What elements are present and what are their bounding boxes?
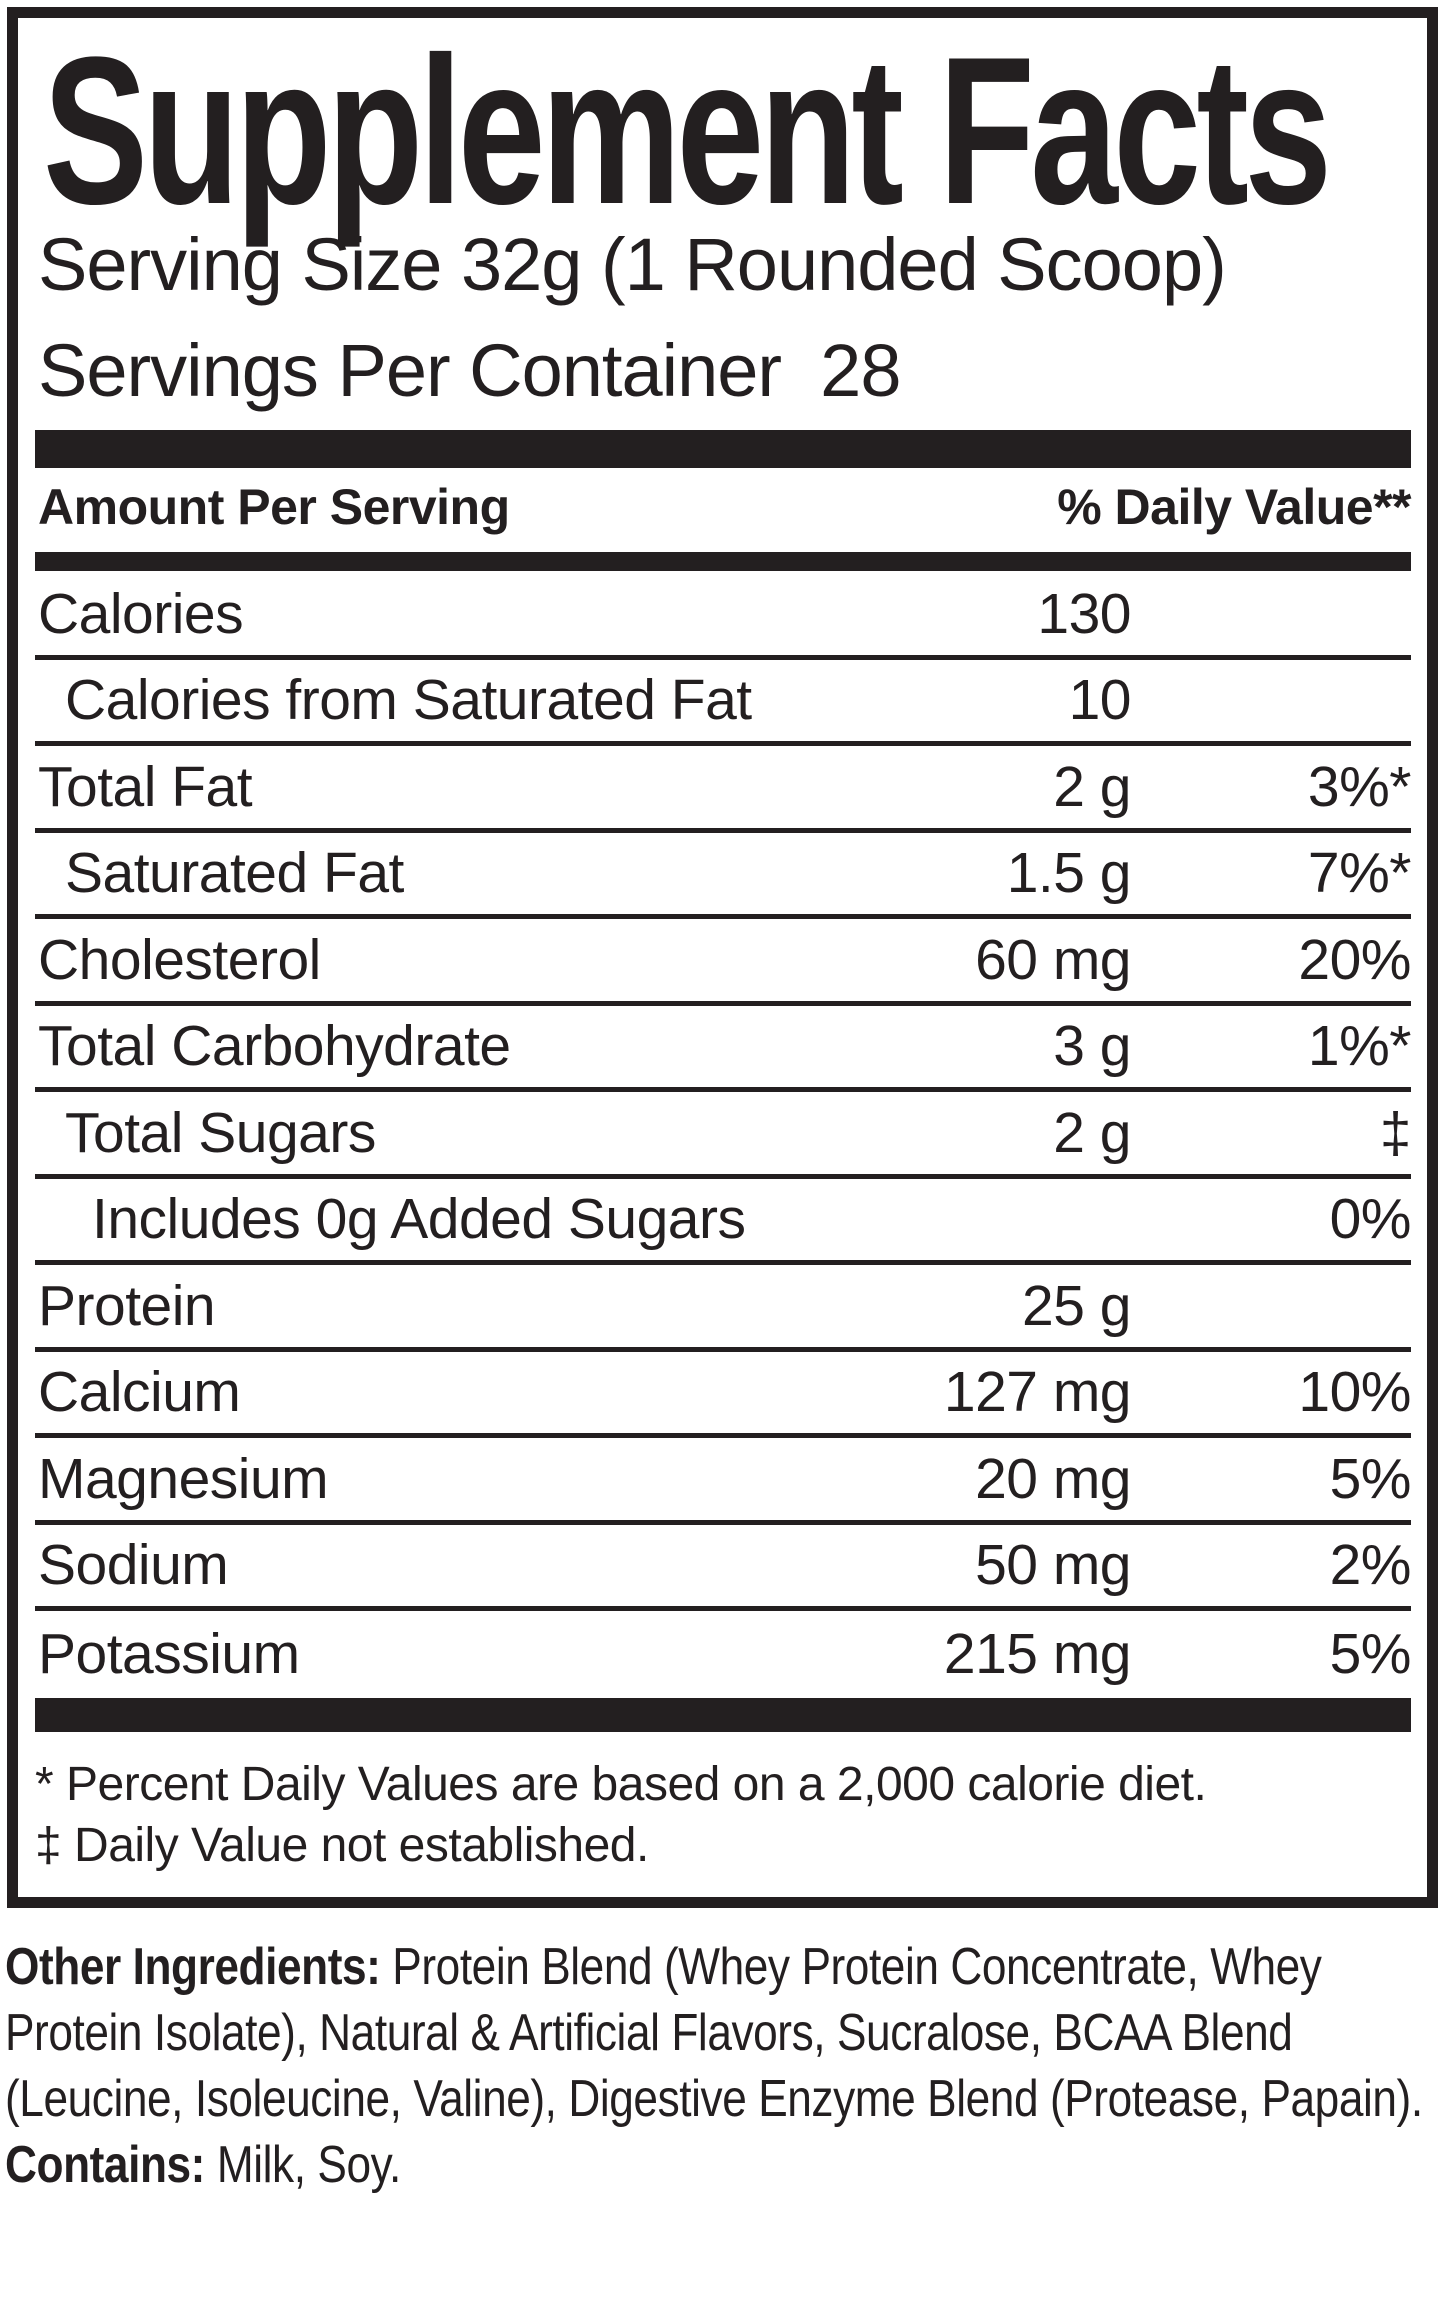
label-title: Supplement Facts [43,13,1332,248]
nutrient-row: Total Carbohydrate 3 g 1%* [35,1006,1412,1092]
nutrient-daily-value: 20% [1298,927,1411,992]
nutrient-daily-value: 5% [1329,1622,1412,1687]
nutrient-amount: 2 g [1053,1100,1131,1165]
nutrient-amount: 60 mg [975,927,1131,992]
nutrient-amount: 127 mg [943,1360,1132,1425]
servings-per-container: Servings Per Container 28 [38,329,901,412]
divider-bar-bottom [35,1698,1411,1732]
nutrient-row: Calcium 127 mg 10% [35,1352,1411,1438]
nutrient-name: Includes 0g Added Sugars [92,1187,746,1252]
other-ingredients-text: Protein Blend (Whey Protein Concentrate,… [5,1938,1423,2128]
nutrient-name: Cholesterol [38,927,321,992]
nutrient-amount: 10 [1068,668,1132,733]
nutrient-name: Calcium [38,1360,241,1425]
contains-statement: Contains: Milk, Soy. [5,2132,1445,2198]
nutrient-amount: 25 g [1022,1273,1131,1338]
nutrient-amount: 215 mg [943,1622,1132,1687]
nutrient-row: Total Sugars 2 g ‡ [35,1092,1412,1179]
footnote-daily-value-not-established: ‡ Daily Value not established. [35,1819,649,1872]
nutrient-row: Sodium 50 mg 2% [35,1525,1412,1611]
nutrient-name: Potassium [38,1622,300,1687]
other-ingredients-label: Other Ingredients: [5,1938,393,1996]
nutrient-name: Total Fat [38,754,253,819]
contains-text: Milk, Soy. [216,2136,401,2194]
nutrient-amount: 2 g [1053,754,1131,819]
nutrient-name: Calories from Saturated Fat [65,668,752,733]
nutrient-daily-value: 3%* [1307,754,1412,819]
nutrient-daily-value: 7%* [1307,841,1412,906]
nutrient-daily-value: 0% [1329,1187,1412,1252]
nutrient-row: Protein 25 g [35,1265,1411,1352]
nutrient-daily-value: ‡ [1379,1100,1412,1165]
contains-label: Contains: [5,2136,217,2194]
nutrient-name: Calories [38,581,244,646]
nutrient-daily-value: 1%* [1307,1014,1412,1079]
nutrient-daily-value: 5% [1329,1446,1412,1511]
nutrient-row: Potassium 215 mg 5% [35,1611,1412,1698]
nutrient-name: Saturated Fat [65,841,404,906]
nutrient-amount: 1.5 g [1006,841,1132,906]
nutrient-name: Total Carbohydrate [38,1014,511,1079]
divider-bar-top [35,430,1411,468]
amount-per-serving-header: Amount Per Serving [38,479,510,535]
daily-value-header: % Daily Value** [1057,479,1411,535]
facts-box: Supplement Facts Serving Size 32g (1 Rou… [7,7,1438,1908]
column-header-row: Amount Per Serving % Daily Value** [35,478,1411,536]
nutrient-row: Cholesterol 60 mg 20% [35,919,1411,1006]
nutrient-amount: 130 [1037,581,1131,646]
footnotes: * Percent Daily Values are based on a 2,… [35,1754,1411,1876]
nutrient-rows: Calories 130 Calories from Saturated Fat… [35,573,1412,1698]
nutrient-row: Magnesium 20 mg 5% [35,1438,1412,1525]
nutrient-daily-value: 10% [1298,1360,1411,1425]
nutrient-name: Protein [38,1273,216,1338]
divider-bar-header [35,552,1411,571]
nutrient-amount: 3 g [1053,1014,1131,1079]
nutrient-row: Calories 130 [35,573,1411,660]
nutrient-amount: 20 mg [975,1446,1131,1511]
footnote-percent-daily-value: * Percent Daily Values are based on a 2,… [35,1758,1207,1811]
nutrient-name: Sodium [38,1533,229,1598]
nutrient-row: Calories from Saturated Fat 10 [35,660,1411,746]
nutrient-daily-value: 2% [1329,1533,1412,1598]
other-ingredients: Other Ingredients: Protein Blend (Whey P… [5,1934,1445,2198]
serving-size: Serving Size 32g (1 Rounded Scoop) [38,223,1227,306]
nutrient-row: Saturated Fat 1.5 g 7%* [35,833,1412,919]
nutrient-amount: 50 mg [975,1533,1131,1598]
nutrient-row: Total Fat 2 g 3%* [35,746,1412,833]
other-ingredients-paragraph: Other Ingredients: Protein Blend (Whey P… [5,1934,1445,2132]
nutrient-name: Total Sugars [65,1100,376,1165]
nutrient-row: Includes 0g Added Sugars 0% [35,1179,1412,1265]
nutrient-name: Magnesium [38,1446,329,1511]
